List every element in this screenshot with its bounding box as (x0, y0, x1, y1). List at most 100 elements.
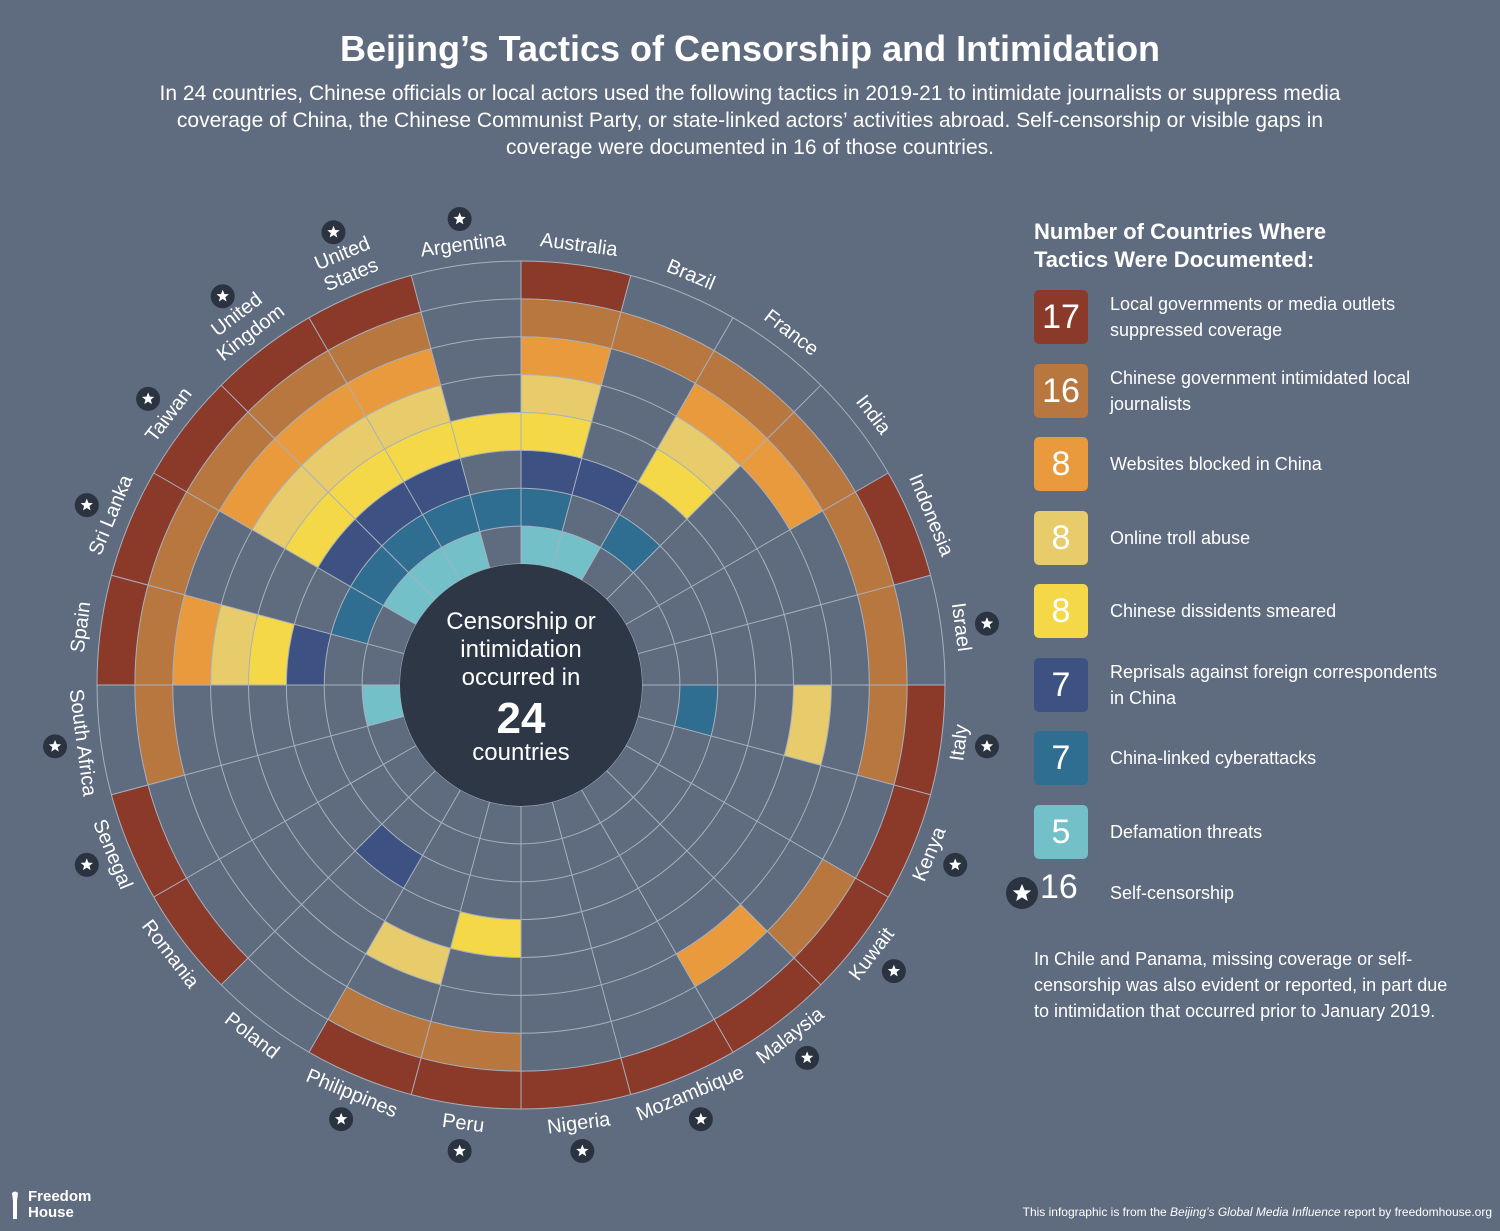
legend-swatch: 8 (1034, 437, 1088, 491)
legend-item: 8 Chinese dissidents smeared (1034, 584, 1454, 638)
segment-united-kingdom-ring-6 (355, 481, 423, 546)
segment-sri-lanka-ring-2 (148, 491, 220, 595)
country-label: Peru (441, 1110, 486, 1137)
footnote: In Chile and Panama, missing coverage or… (1034, 949, 1448, 1021)
ring-gridline (172, 336, 870, 1034)
country-label: Argentina (419, 228, 508, 261)
segment-united-kingdom-ring-3 (274, 383, 366, 466)
center-line-1: Censorship or (446, 608, 595, 635)
legend-label: Local governments or media outlets suppr… (1110, 294, 1396, 340)
segment-france-ring-2 (695, 350, 795, 439)
segment-spain-ring-5 (248, 614, 295, 685)
segment-united-states-ring-5 (384, 421, 461, 482)
segments-layer (97, 261, 945, 1109)
legend-item: 5 Defamation threats (1034, 804, 1454, 859)
segment-israel-ring-2 (857, 585, 908, 685)
segment-south-africa-ring-8 (362, 685, 405, 727)
legend-label: China-linked cyberattacks (1110, 748, 1317, 768)
logo: Freedom House (8, 1189, 91, 1221)
segment-sri-lanka-ring-7 (330, 586, 384, 644)
legend-count: 16 (1040, 868, 1078, 906)
segment-indonesia-ring-1 (855, 473, 931, 586)
segment-brazil-ring-6 (571, 458, 639, 515)
segment-united-states-ring-7 (422, 494, 480, 548)
legend-item: 17 Local governments or media outlets sup… (1034, 290, 1454, 344)
ring-gridline (323, 487, 719, 883)
legend-swatch: 17 (1034, 290, 1088, 344)
segment-australia-ring-8 (521, 526, 563, 569)
star-icon (74, 852, 99, 877)
segment-kuwait-ring-1 (794, 878, 889, 985)
stars-layer (43, 207, 999, 1163)
country-label: Australia (539, 229, 620, 261)
segment-spain-ring-1 (97, 575, 149, 685)
star-icon (136, 386, 161, 411)
legend-swatch: 5 (1034, 804, 1088, 859)
torch-icon (12, 1191, 18, 1219)
page-title: Beijing’s Tactics of Censorship and Inti… (339, 28, 1161, 69)
segment-south-africa-ring-2 (134, 685, 185, 785)
segment-australia-ring-3 (521, 336, 612, 386)
segment-taiwan-ring-2 (186, 411, 275, 511)
segment-taiwan-ring-5 (285, 492, 356, 568)
segment-italy-ring-7 (674, 685, 718, 736)
country-label: Italy (946, 723, 973, 762)
segment-indonesia-ring-2 (822, 491, 894, 595)
segment-sri-lanka-ring-1 (111, 473, 187, 586)
ring-gridline (285, 449, 757, 921)
segment-philippines-ring-1 (309, 1019, 422, 1095)
segment-taiwan-ring-6 (317, 519, 382, 587)
segment-kuwait-ring-2 (767, 859, 856, 959)
segment-taiwan-ring-7 (350, 545, 409, 606)
country-label: Poland (220, 1008, 283, 1063)
segment-senegal-ring-1 (111, 784, 187, 897)
legend-label: Chinese dissidents smeared (1110, 601, 1337, 621)
source-footer: This infographic is from the Beijing’s G… (1023, 1205, 1492, 1219)
segment-france-ring-3 (676, 383, 768, 466)
legend-item: 16 Chinese government intimidated local j… (1034, 363, 1454, 418)
center-line-2: intimidation (460, 636, 581, 663)
center-line-3: occurred in (462, 664, 581, 691)
star-icon (974, 611, 999, 636)
segment-nigeria-ring-1 (521, 1057, 631, 1109)
segment-spain-ring-4 (210, 604, 258, 685)
segment-india-ring-3 (740, 438, 823, 530)
country-label: France (760, 305, 823, 360)
segment-australia-ring-5 (521, 412, 592, 459)
segment-united-kingdom-ring-1 (221, 317, 328, 412)
legend-item: 8 Websites blocked in China (1034, 437, 1454, 491)
segment-spain-ring-2 (134, 585, 185, 685)
legend-label: Self-censorship (1110, 883, 1235, 903)
segment-united-kingdom-ring-2 (247, 350, 347, 439)
segment-brazil-ring-2 (611, 312, 715, 384)
segment-united-states-ring-6 (403, 458, 471, 515)
segment-poland-ring-6 (355, 824, 423, 889)
country-label: Israel (947, 601, 975, 652)
star-icon (795, 1045, 820, 1070)
ring-gridline (134, 298, 908, 1072)
segment-malaysia-ring-3 (676, 904, 768, 987)
segment-malaysia-ring-1 (714, 958, 821, 1053)
segment-australia-ring-7 (521, 488, 572, 532)
legend-swatch: 7 (1034, 657, 1088, 712)
segment-peru-ring-1 (411, 1057, 521, 1109)
legend: Number of Countries Where Tactics Were D… (1006, 218, 1454, 909)
logo-line-2: House (28, 1204, 74, 1221)
segment-france-ring-7 (600, 514, 661, 573)
star-icon (881, 959, 906, 984)
legend-label: Defamation threats (1110, 821, 1263, 842)
segment-australia-ring-1 (521, 261, 631, 313)
segment-peru-ring-5 (450, 911, 521, 958)
segment-united-states-ring-2 (327, 312, 431, 384)
ring-gridline (210, 374, 832, 996)
star-icon (43, 734, 68, 759)
legend-label: Chinese government intimidated local jou… (1110, 367, 1411, 414)
legend-swatch: 8 (1034, 584, 1088, 638)
star-icon (321, 220, 346, 245)
legend-item: 7 Reprisals against foreign correspondent… (1034, 657, 1454, 712)
star-icon (329, 1107, 354, 1132)
star-icon (74, 493, 99, 518)
segment-argentina-ring-5 (450, 412, 521, 459)
star-icon (210, 284, 235, 309)
country-label: Nigeria (546, 1108, 613, 1138)
